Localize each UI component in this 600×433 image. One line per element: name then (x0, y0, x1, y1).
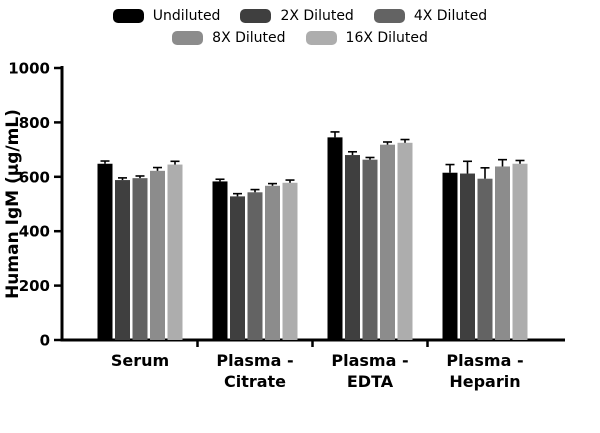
legend-label: Undiluted (152, 8, 221, 24)
y-tick-label: 1000 (8, 60, 50, 78)
legend-swatch-icon (112, 9, 144, 23)
bar-8x-diluted-plasma-heparin (495, 166, 510, 340)
legend-item-8x-diluted: 8X Diluted (172, 30, 286, 46)
bar-2x-diluted-serum (115, 180, 130, 340)
bar-undiluted-plasma-citrate (212, 181, 228, 340)
legend-item-16x-diluted: 16X Diluted (305, 30, 428, 46)
x-category-label: EDTA (347, 372, 394, 391)
bar-2x-diluted-plasma-citrate (230, 196, 245, 340)
y-tick-label: 400 (19, 223, 50, 241)
bar-4x-diluted-serum (132, 178, 148, 340)
x-category-label: Citrate (224, 372, 286, 391)
bar-undiluted-plasma-edta (327, 137, 343, 340)
bar-4x-diluted-plasma-edta (362, 159, 378, 340)
x-category-label: Plasma - (446, 351, 523, 370)
y-tick-label: 600 (19, 168, 50, 186)
y-axis-label: Human IgM (µg/mL) (3, 109, 23, 299)
legend-row: Undiluted 2X Diluted 4X Diluted (112, 8, 488, 24)
chart-legend: Undiluted 2X Diluted 4X Diluted 8X Diluted 1… (0, 8, 600, 46)
y-tick-label: 800 (19, 114, 50, 132)
bar-16x-diluted-plasma-citrate (282, 182, 298, 340)
legend-label: 4X Diluted (413, 8, 488, 24)
bar-2x-diluted-plasma-edta (345, 155, 360, 340)
legend-swatch-icon (172, 31, 204, 45)
bar-undiluted-plasma-heparin (442, 172, 458, 340)
bar-16x-diluted-plasma-heparin (512, 163, 528, 340)
bar-undiluted-serum (97, 163, 113, 340)
legend-label: 2X Diluted (280, 8, 354, 24)
bar-16x-diluted-plasma-edta (397, 142, 413, 340)
legend-row: 8X Diluted 16X Diluted (172, 30, 428, 46)
legend-label: 8X Diluted (212, 30, 286, 46)
bar-8x-diluted-plasma-citrate (265, 185, 280, 340)
bar-8x-diluted-plasma-edta (380, 144, 395, 340)
x-category-label: Serum (111, 351, 169, 370)
legend-swatch-icon (240, 9, 272, 23)
legend-item-4x-diluted: 4X Diluted (373, 8, 488, 24)
legend-swatch-icon (373, 9, 405, 23)
x-category-label: Plasma - (216, 351, 293, 370)
bar-4x-diluted-plasma-citrate (247, 192, 263, 340)
bar-16x-diluted-serum (167, 164, 183, 340)
bar-4x-diluted-plasma-heparin (477, 178, 493, 340)
legend-item-undiluted: Undiluted (112, 8, 221, 24)
y-tick-label: 0 (40, 332, 50, 350)
x-category-label: Plasma - (331, 351, 408, 370)
legend-label: 16X Diluted (345, 30, 428, 46)
y-tick-label: 200 (19, 277, 50, 295)
bar-2x-diluted-plasma-heparin (460, 173, 475, 340)
legend-item-2x-diluted: 2X Diluted (240, 8, 354, 24)
x-category-label: Heparin (449, 372, 520, 391)
bar-8x-diluted-serum (150, 170, 165, 340)
legend-swatch-icon (305, 31, 337, 45)
